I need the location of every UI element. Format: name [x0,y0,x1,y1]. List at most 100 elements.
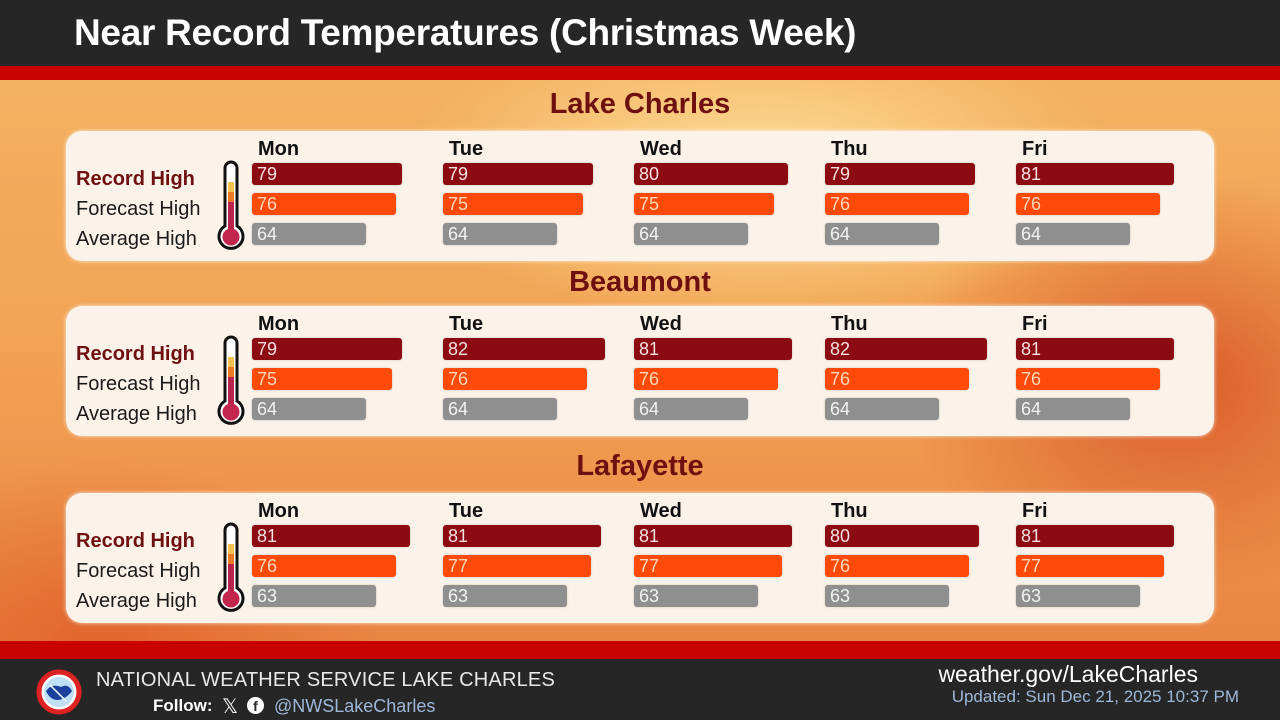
forecast-high-bar: 75 [443,193,583,215]
facebook-icon[interactable]: f [247,697,264,714]
day-label: Mon [258,313,300,335]
social-handle[interactable]: @NWSLakeCharles [274,696,436,716]
record-high-bar: 81 [1016,338,1174,360]
label-record-high: Record High [76,168,195,190]
forecast-high-bar: 76 [252,555,396,577]
thermometer-icon [217,522,245,612]
x-icon[interactable]: 𝕏 [222,696,239,718]
row-labels: Record High Forecast High Average High [76,527,201,617]
label-forecast-high: Forecast High [76,560,201,582]
record-high-bar: 79 [443,163,593,185]
label-forecast-high: Forecast High [76,373,201,395]
day-column-wed: Wed 81 76 64 [634,312,792,428]
day-label: Thu [831,138,868,160]
day-column-thu: Thu 80 76 63 [825,499,979,615]
thermometer-icon [217,160,245,250]
day-label: Tue [449,500,484,522]
record-high-bar: 81 [634,338,792,360]
website-link[interactable]: weather.gov/LakeCharles [938,661,1198,687]
day-label: Tue [449,313,484,335]
forecast-high-bar: 75 [634,193,774,215]
average-high-bar: 63 [443,585,567,607]
forecast-high-bar: 76 [1016,368,1160,390]
record-high-bar: 79 [252,163,402,185]
forecast-high-bar: 75 [252,368,392,390]
day-column-mon: Mon 79 76 64 [252,137,402,253]
day-label: Mon [258,138,300,160]
divider-bottom [0,641,1280,659]
day-column-tue: Tue 79 75 64 [443,137,593,253]
day-label: Fri [1022,313,1048,335]
record-high-bar: 82 [443,338,605,360]
average-high-bar: 63 [825,585,949,607]
day-label: Wed [640,500,682,522]
label-average-high: Average High [76,228,197,250]
record-high-bar: 81 [1016,525,1174,547]
day-column-wed: Wed 81 77 63 [634,499,792,615]
average-high-bar: 64 [443,398,557,420]
forecast-high-bar: 76 [252,193,396,215]
day-label: Wed [640,313,682,335]
city-panel: Record High Forecast High Average High Mon 7… [66,306,1214,436]
city-title: Lake Charles [549,88,731,120]
forecast-high-bar: 77 [634,555,782,577]
day-column-tue: Tue 81 77 63 [443,499,601,615]
record-high-bar: 79 [825,163,975,185]
forecast-high-bar: 76 [443,368,587,390]
city-panel: Record High Forecast High Average High Mon 8… [66,493,1214,623]
footer: NATIONAL WEATHER SERVICE LAKE CHARLES Fo… [0,659,1280,720]
day-column-wed: Wed 80 75 64 [634,137,788,253]
day-column-thu: Thu 79 76 64 [825,137,975,253]
forecast-high-bar: 77 [1016,555,1164,577]
day-column-thu: Thu 82 76 64 [825,312,987,428]
city-panel: Record High Forecast High Average High Mon 7… [66,131,1214,261]
average-high-bar: 64 [252,223,366,245]
day-column-mon: Mon 79 75 64 [252,312,402,428]
forecast-high-bar: 76 [825,555,969,577]
average-high-bar: 64 [443,223,557,245]
city-title: Beaumont [569,266,711,298]
average-high-bar: 64 [252,398,366,420]
label-average-high: Average High [76,403,197,425]
average-high-bar: 64 [634,398,748,420]
label-record-high: Record High [76,343,195,365]
row-labels: Record High Forecast High Average High [76,340,201,430]
forecast-high-bar: 76 [825,368,969,390]
record-high-bar: 80 [634,163,788,185]
page-title: Near Record Temperatures (Christmas Week… [74,12,857,53]
day-label: Fri [1022,500,1048,522]
day-column-fri: Fri 81 76 64 [1016,137,1174,253]
label-record-high: Record High [76,530,195,552]
day-label: Mon [258,500,300,522]
average-high-bar: 63 [634,585,758,607]
nws-logo-icon [36,669,82,715]
average-high-bar: 64 [825,398,939,420]
forecast-high-bar: 76 [634,368,778,390]
average-high-bar: 64 [1016,398,1130,420]
follow-label: Follow: [153,696,213,715]
org-name: NATIONAL WEATHER SERVICE LAKE CHARLES [96,669,555,691]
average-high-bar: 64 [1016,223,1130,245]
row-labels: Record High Forecast High Average High [76,165,201,255]
day-column-fri: Fri 81 77 63 [1016,499,1174,615]
divider-top [0,66,1280,80]
forecast-high-bar: 77 [443,555,591,577]
forecast-high-bar: 76 [1016,193,1160,215]
day-column-mon: Mon 81 76 63 [252,499,410,615]
day-label: Tue [449,138,484,160]
record-high-bar: 80 [825,525,979,547]
average-high-bar: 64 [825,223,939,245]
record-high-bar: 81 [443,525,601,547]
day-column-fri: Fri 81 76 64 [1016,312,1174,428]
day-label: Thu [831,500,868,522]
record-high-bar: 81 [634,525,792,547]
updated-timestamp: Updated: Sun Dec 21, 2025 10:37 PM [951,687,1239,706]
city-title: Lafayette [576,450,704,482]
record-high-bar: 82 [825,338,987,360]
average-high-bar: 63 [1016,585,1140,607]
label-average-high: Average High [76,590,197,612]
thermometer-icon [217,335,245,425]
record-high-bar: 81 [252,525,410,547]
day-label: Fri [1022,138,1048,160]
label-forecast-high: Forecast High [76,198,201,220]
